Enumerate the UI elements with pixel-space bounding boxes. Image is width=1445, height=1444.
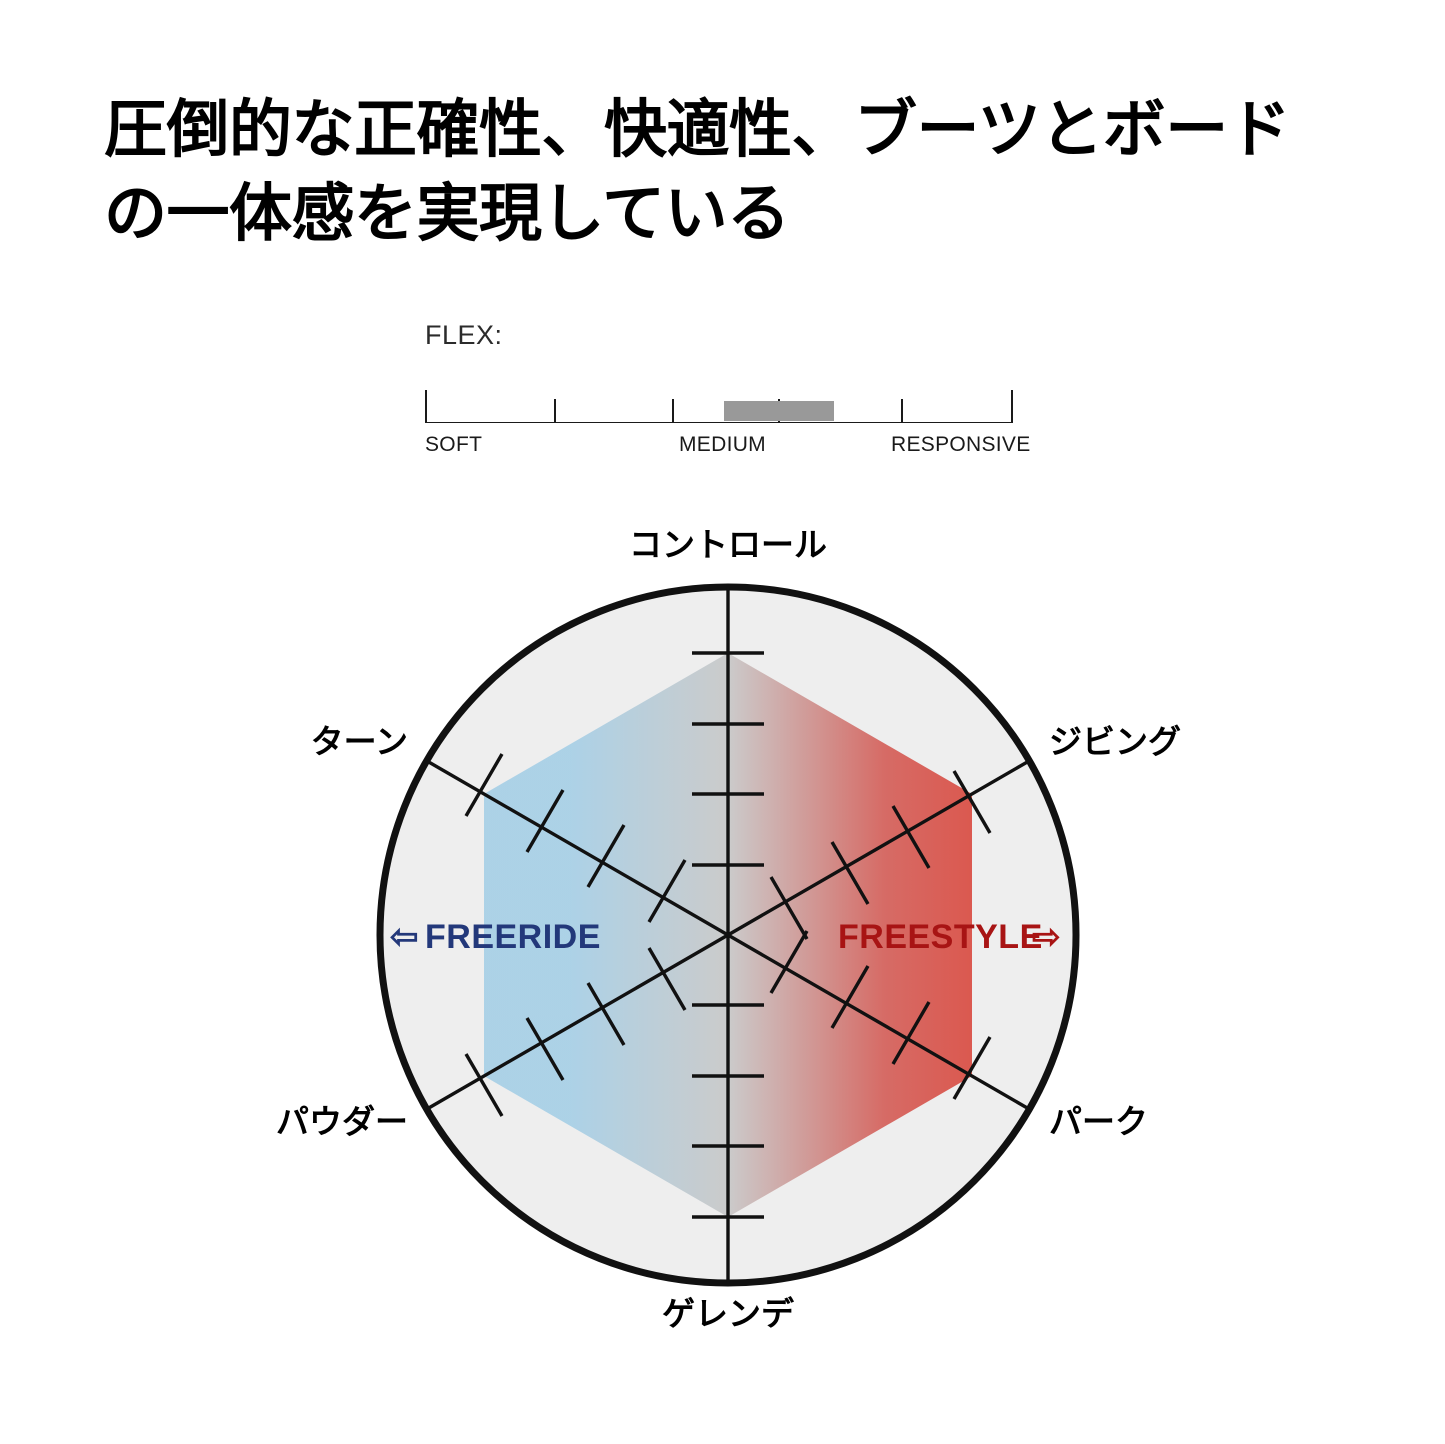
radar-chart: コントロール ジビング パーク ゲレンデ パウダー ターン ⇦ FREERIDE…: [0, 520, 1445, 1360]
flex-axis-line: [425, 421, 1013, 423]
radar-label-jibbing: ジビング: [1049, 722, 1181, 761]
flex-tick-4: [901, 399, 903, 423]
flex-scale-block: FLEX: SOFT MEDIUM RESPONSIVE: [425, 320, 1030, 463]
radar-label-turn: ターン: [311, 722, 408, 761]
flex-value-indicator: [724, 401, 834, 421]
freeride-annotation: ⇦ FREERIDE: [390, 918, 601, 956]
radar-label-powder: パウダー: [276, 1102, 408, 1141]
flex-label-soft: SOFT: [425, 433, 483, 456]
flex-scale-track: [425, 387, 1013, 423]
flex-scale-labels: SOFT MEDIUM RESPONSIVE: [425, 433, 1030, 463]
freestyle-label: FREESTYLE: [838, 918, 1043, 956]
flex-label-responsive: RESPONSIVE: [891, 433, 1031, 456]
page-title: 圧倒的な正確性、快適性、ブーツとボード の一体感を実現している: [104, 93, 1291, 251]
radar-axis-lines: [426, 587, 1030, 1283]
radar-tick-marks: [464, 651, 992, 1219]
radar-chart-svg: コントロール ジビング パーク ゲレンデ パウダー ターン ⇦ FREERIDE…: [276, 525, 1181, 1333]
freeride-arrow-icon: ⇦: [390, 918, 419, 956]
radar-label-park: パーク: [1049, 1102, 1148, 1141]
freeride-label: FREERIDE: [425, 918, 601, 956]
flex-tick-0: [425, 390, 427, 423]
flex-label-medium: MEDIUM: [679, 433, 766, 456]
freestyle-arrow-icon: ⇨: [1032, 918, 1061, 956]
flex-tick-5: [1011, 390, 1013, 423]
flex-tick-1: [554, 399, 556, 423]
freestyle-annotation: FREESTYLE ⇨: [838, 918, 1061, 956]
radar-label-control: コントロール: [629, 525, 827, 564]
flex-scale-title: FLEX:: [425, 320, 503, 350]
flex-tick-2: [672, 399, 674, 423]
radar-label-piste: ゲレンデ: [662, 1294, 795, 1333]
